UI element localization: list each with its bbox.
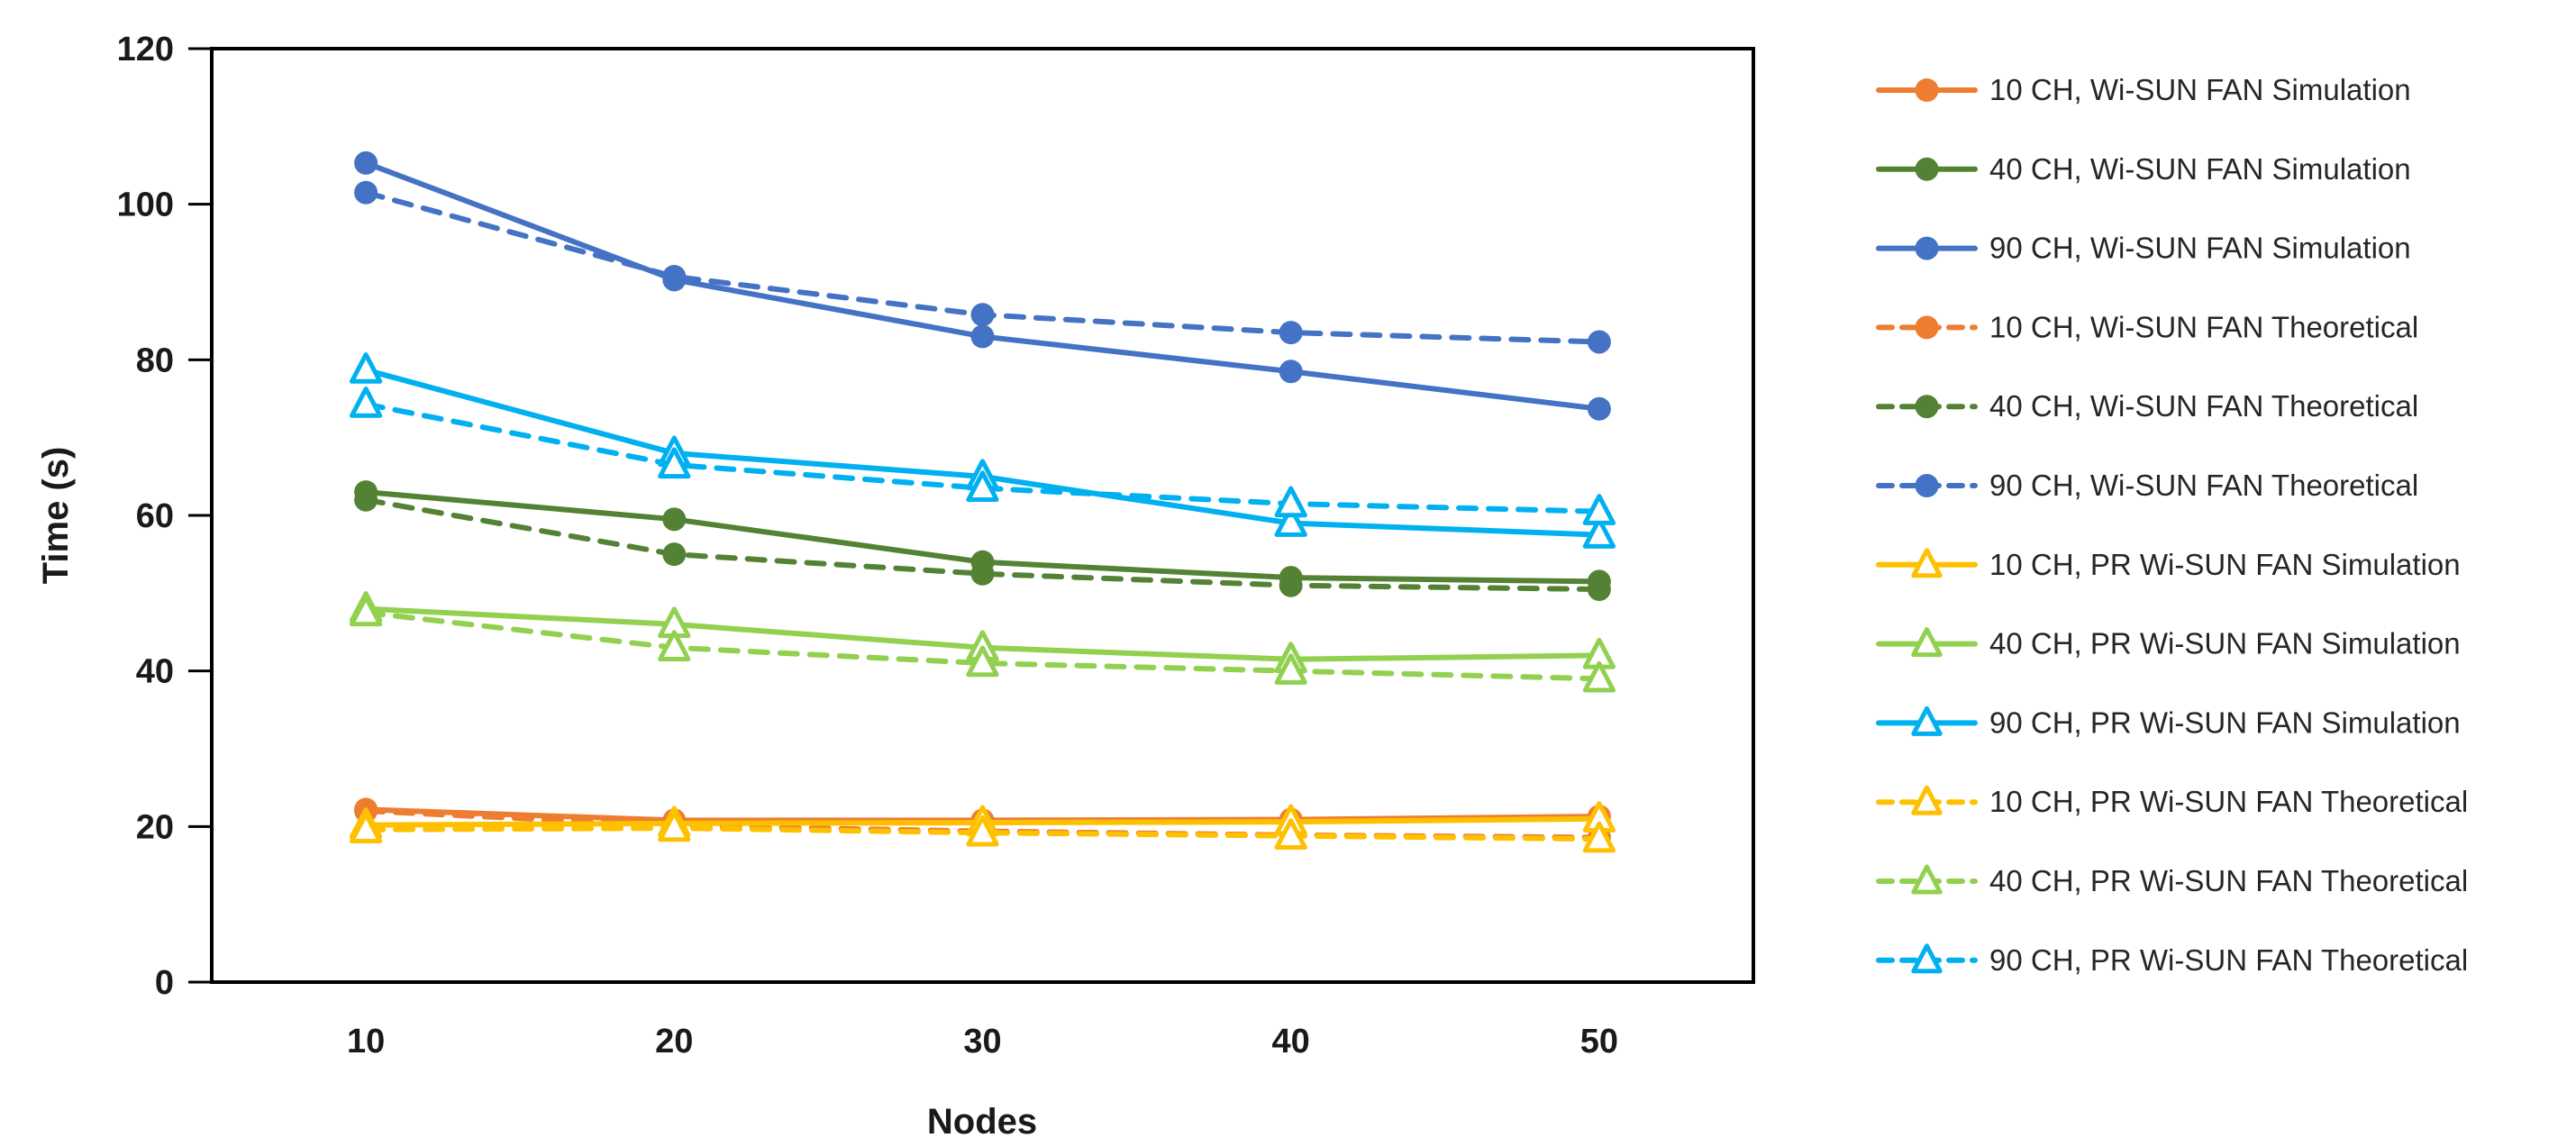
tick-labels: 0 20 40 60 80 100 120 10 20 30 40 50 [117,31,1618,1061]
legend-item: 10 CH, Wi-SUN FAN Simulation [1876,73,2411,106]
circle-marker [1279,573,1303,597]
circle-marker [1279,321,1303,345]
y-tick-label: 120 [117,31,174,68]
circle-marker [1279,360,1303,384]
legend-label: 90 CH, Wi-SUN FAN Theoretical [1989,469,2418,502]
series-9 [349,810,1616,853]
triangle-marker [1274,505,1307,537]
series-5 [354,180,1611,354]
legend-label: 90 CH, PR Wi-SUN FAN Simulation [1989,705,2461,739]
triangle-marker [966,815,999,847]
legend-label: 40 CH, PR Wi-SUN FAN Theoretical [1989,864,2468,897]
legend-item: 90 CH, Wi-SUN FAN Theoretical [1876,469,2418,502]
triangle-marker [349,812,383,844]
y-axis-title: Time (s) [36,447,76,585]
triangle-marker [349,352,383,384]
series-4 [354,487,1611,602]
chart-legend: 10 CH, Wi-SUN FAN Simulation 40 CH, Wi-SU… [1876,73,2468,977]
circle-marker [1587,578,1611,602]
triangle-marker [1274,818,1307,850]
triangle-marker [1582,660,1616,693]
y-tick-label: 100 [117,187,174,224]
x-tick-label: 40 [1272,1023,1310,1061]
circle-marker [1587,330,1611,354]
circle-marker [1915,474,1939,497]
triangle-marker [1582,517,1616,549]
legend-label: 40 CH, Wi-SUN FAN Theoretical [1989,389,2418,423]
legend-item: 10 CH, PR Wi-SUN FAN Simulation [1876,548,2461,581]
x-tick-label: 50 [1580,1023,1618,1061]
triangle-marker [658,810,691,842]
circle-marker [970,303,995,327]
triangle-marker [349,387,383,418]
triangle-marker [658,447,691,479]
legend-item: 90 CH, Wi-SUN FAN Simulation [1876,232,2411,265]
triangle-marker [1911,548,1943,578]
legend-label: 10 CH, Wi-SUN FAN Simulation [1989,73,2411,106]
x-tick-label: 10 [347,1023,385,1061]
triangle-marker [1911,864,1943,895]
triangle-marker [1274,653,1307,685]
circle-marker [1587,396,1611,421]
legend-item: 40 CH, Wi-SUN FAN Simulation [1876,152,2411,186]
circle-marker [354,180,378,205]
circle-marker [1915,315,1939,340]
circle-marker [354,150,378,175]
series-line [363,825,1602,842]
legend-item: 40 CH, PR Wi-SUN FAN Simulation [1876,627,2461,660]
legend-label: 40 CH, Wi-SUN FAN Simulation [1989,152,2411,186]
series-line [363,609,1602,682]
circle-marker [662,507,687,532]
series-11 [349,387,1616,525]
legend-label: 10 CH, PR Wi-SUN FAN Theoretical [1989,785,2468,818]
x-tick-label: 20 [655,1023,693,1061]
legend-item: 90 CH, PR Wi-SUN FAN Simulation [1876,705,2461,739]
legend-item: 10 CH, PR Wi-SUN FAN Theoretical [1876,785,2468,818]
series-line [363,159,1602,412]
circle-marker [354,487,378,512]
circle-marker [970,324,995,349]
legend-item: 40 CH, Wi-SUN FAN Theoretical [1876,389,2418,423]
legend-item: 40 CH, PR Wi-SUN FAN Theoretical [1876,864,2468,897]
axes [188,47,1755,984]
series-10 [349,595,1616,693]
series-2 [354,150,1611,421]
triangle-marker [1911,705,1943,736]
y-tick-label: 60 [136,497,174,535]
triangle-marker [349,595,383,627]
circle-marker [1915,157,1939,181]
legend-label: 10 CH, PR Wi-SUN FAN Simulation [1989,548,2461,581]
legend-item: 10 CH, Wi-SUN FAN Theoretical [1876,310,2418,343]
y-tick-label: 20 [136,808,174,846]
triangle-marker [1911,785,1943,815]
legend-item: 90 CH, PR Wi-SUN FAN Theoretical [1876,943,2468,977]
y-tick-label: 0 [155,964,174,1002]
x-axis-title: Nodes [927,1102,1037,1142]
triangle-marker [1582,821,1616,853]
legend-label: 90 CH, Wi-SUN FAN Simulation [1989,232,2411,265]
triangle-marker [1274,486,1307,518]
triangle-marker [1911,627,1943,658]
legend-label: 90 CH, PR Wi-SUN FAN Theoretical [1989,943,2468,977]
series-layer [349,150,1616,853]
circle-marker [970,561,995,586]
triangle-marker [658,630,691,662]
triangle-marker [1911,943,1943,974]
circle-marker [662,264,687,288]
triangle-marker [966,470,999,503]
series-8 [349,352,1616,549]
triangle-marker [966,645,999,678]
circle-marker [1915,78,1939,102]
triangle-marker [1582,494,1616,525]
circle-marker [662,542,687,567]
circle-marker [1915,236,1939,260]
legend-label: 10 CH, Wi-SUN FAN Theoretical [1989,310,2418,343]
circle-marker [1915,395,1939,419]
x-tick-label: 30 [963,1023,1001,1061]
y-tick-label: 40 [136,653,174,691]
legend-label: 40 CH, PR Wi-SUN FAN Simulation [1989,627,2461,660]
y-tick-label: 80 [136,341,174,379]
